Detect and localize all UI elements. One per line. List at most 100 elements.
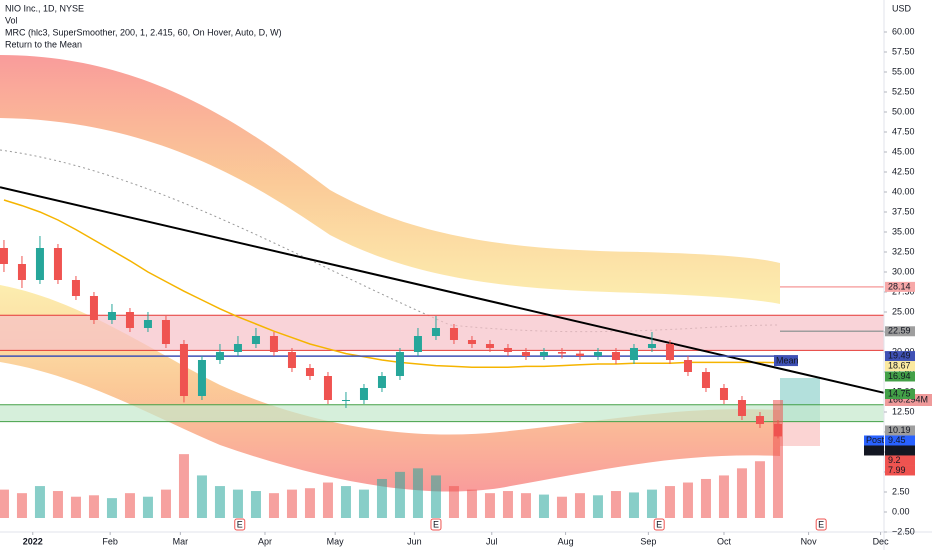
y-tick-label: 2.50	[892, 486, 910, 496]
candle-body	[0, 248, 8, 264]
candle-body	[665, 344, 674, 360]
volume-bar	[610, 491, 621, 518]
volume-bar	[340, 486, 351, 518]
earnings-label: E	[433, 519, 439, 529]
earnings-marker	[234, 518, 246, 531]
candle-body	[737, 400, 746, 416]
y-tick-label: 60.00	[892, 26, 915, 36]
volume-bar	[502, 491, 513, 518]
x-tick-label: Nov	[801, 536, 818, 546]
earnings-label: E	[237, 519, 243, 529]
volume-bar	[376, 478, 387, 518]
candle-body	[683, 360, 692, 372]
price-label-bg	[885, 465, 915, 476]
volume-bar	[52, 491, 63, 518]
candle-body	[755, 416, 764, 424]
candle-body	[71, 280, 80, 296]
candle-body	[125, 312, 134, 328]
y-tick-label: 25.00	[892, 306, 915, 316]
volume-bar	[286, 489, 297, 518]
x-tick-label: Feb	[102, 536, 118, 546]
x-tick-label: Oct	[717, 536, 732, 546]
volume-bar	[394, 471, 405, 518]
y-tick-label: 32.50	[892, 246, 915, 256]
lower-band	[0, 285, 780, 492]
volume-bar	[250, 491, 261, 518]
legend-line: Vol	[5, 15, 18, 25]
volume-bar	[646, 489, 657, 518]
y-tick-label: 35.00	[892, 226, 915, 236]
candle-body	[413, 336, 422, 352]
legend-line: Return to the Mean	[5, 39, 82, 49]
y-tick-label: 50.00	[892, 106, 915, 116]
candle-body	[467, 340, 476, 344]
price-tag: Post	[866, 435, 885, 445]
volume-bar	[664, 486, 675, 518]
y-tick-label: 55.00	[892, 66, 915, 76]
price-tag-bg	[864, 445, 884, 456]
volume-bar	[412, 468, 423, 518]
volume-bar	[16, 493, 27, 518]
price-label-bg	[885, 425, 915, 436]
volume-bar	[70, 496, 81, 518]
volume-bar	[772, 400, 783, 518]
candle-body	[485, 344, 494, 348]
volume-bar	[538, 494, 549, 518]
price-label: 9.45	[888, 445, 906, 455]
candle-body	[431, 328, 440, 336]
volume-bar	[0, 489, 9, 518]
price-label: 9.2	[888, 455, 901, 465]
stop-box	[780, 422, 820, 446]
x-tick-label: Apr	[258, 536, 272, 546]
y-tick-label: 52.50	[892, 86, 915, 96]
volume-bar	[34, 486, 45, 518]
x-tick-label: Dec	[873, 536, 890, 546]
candle-body	[719, 388, 728, 400]
candle-body	[377, 376, 386, 388]
volume-bar	[196, 475, 207, 518]
volume-bar	[268, 493, 279, 518]
candle-body	[179, 344, 188, 396]
upper-band	[0, 55, 780, 304]
candle-body	[395, 352, 404, 376]
trendline	[0, 186, 885, 394]
candle-body	[773, 424, 782, 437]
candle-body	[35, 248, 44, 280]
y-tick-label: −2.50	[892, 526, 915, 536]
volume-bar	[592, 495, 603, 518]
earnings-marker	[815, 518, 827, 531]
mean-label-bg	[774, 355, 798, 367]
price-label-bg	[885, 326, 915, 337]
y-tick-label: 47.50	[892, 126, 915, 136]
price-tag: NIO	[866, 445, 882, 455]
volume-bar	[358, 489, 369, 518]
candle-body	[341, 400, 350, 401]
price-label: 14.75	[888, 388, 911, 398]
price-label: 28.14	[888, 281, 911, 291]
volume-bar	[754, 461, 765, 518]
x-tick-label: May	[327, 536, 345, 546]
candle-body	[107, 312, 116, 320]
price-label-bg	[885, 389, 915, 399]
y-tick-label: 0.00	[892, 506, 910, 516]
y-tick-label: 42.50	[892, 166, 915, 176]
x-tick-label: 2022	[23, 536, 43, 546]
price-label: 18.67	[888, 360, 911, 370]
volume-bar	[178, 454, 189, 518]
volume-bar	[484, 493, 495, 518]
candle-body	[521, 352, 530, 356]
volume-bar	[466, 489, 477, 518]
candle-body	[449, 328, 458, 340]
x-tick-label: Mar	[173, 536, 189, 546]
price-label-bg	[885, 435, 915, 446]
candle-body	[269, 336, 278, 352]
volume-bar	[106, 498, 117, 518]
y-tick-label: 17.50	[892, 366, 915, 376]
volume-bar	[628, 492, 639, 518]
currency: USD	[892, 3, 912, 13]
earnings-marker	[430, 518, 442, 531]
price-label: 9.45	[888, 435, 906, 445]
candle-body	[593, 352, 602, 356]
x-tick-label: Sep	[640, 536, 656, 546]
candle-body	[251, 336, 260, 344]
